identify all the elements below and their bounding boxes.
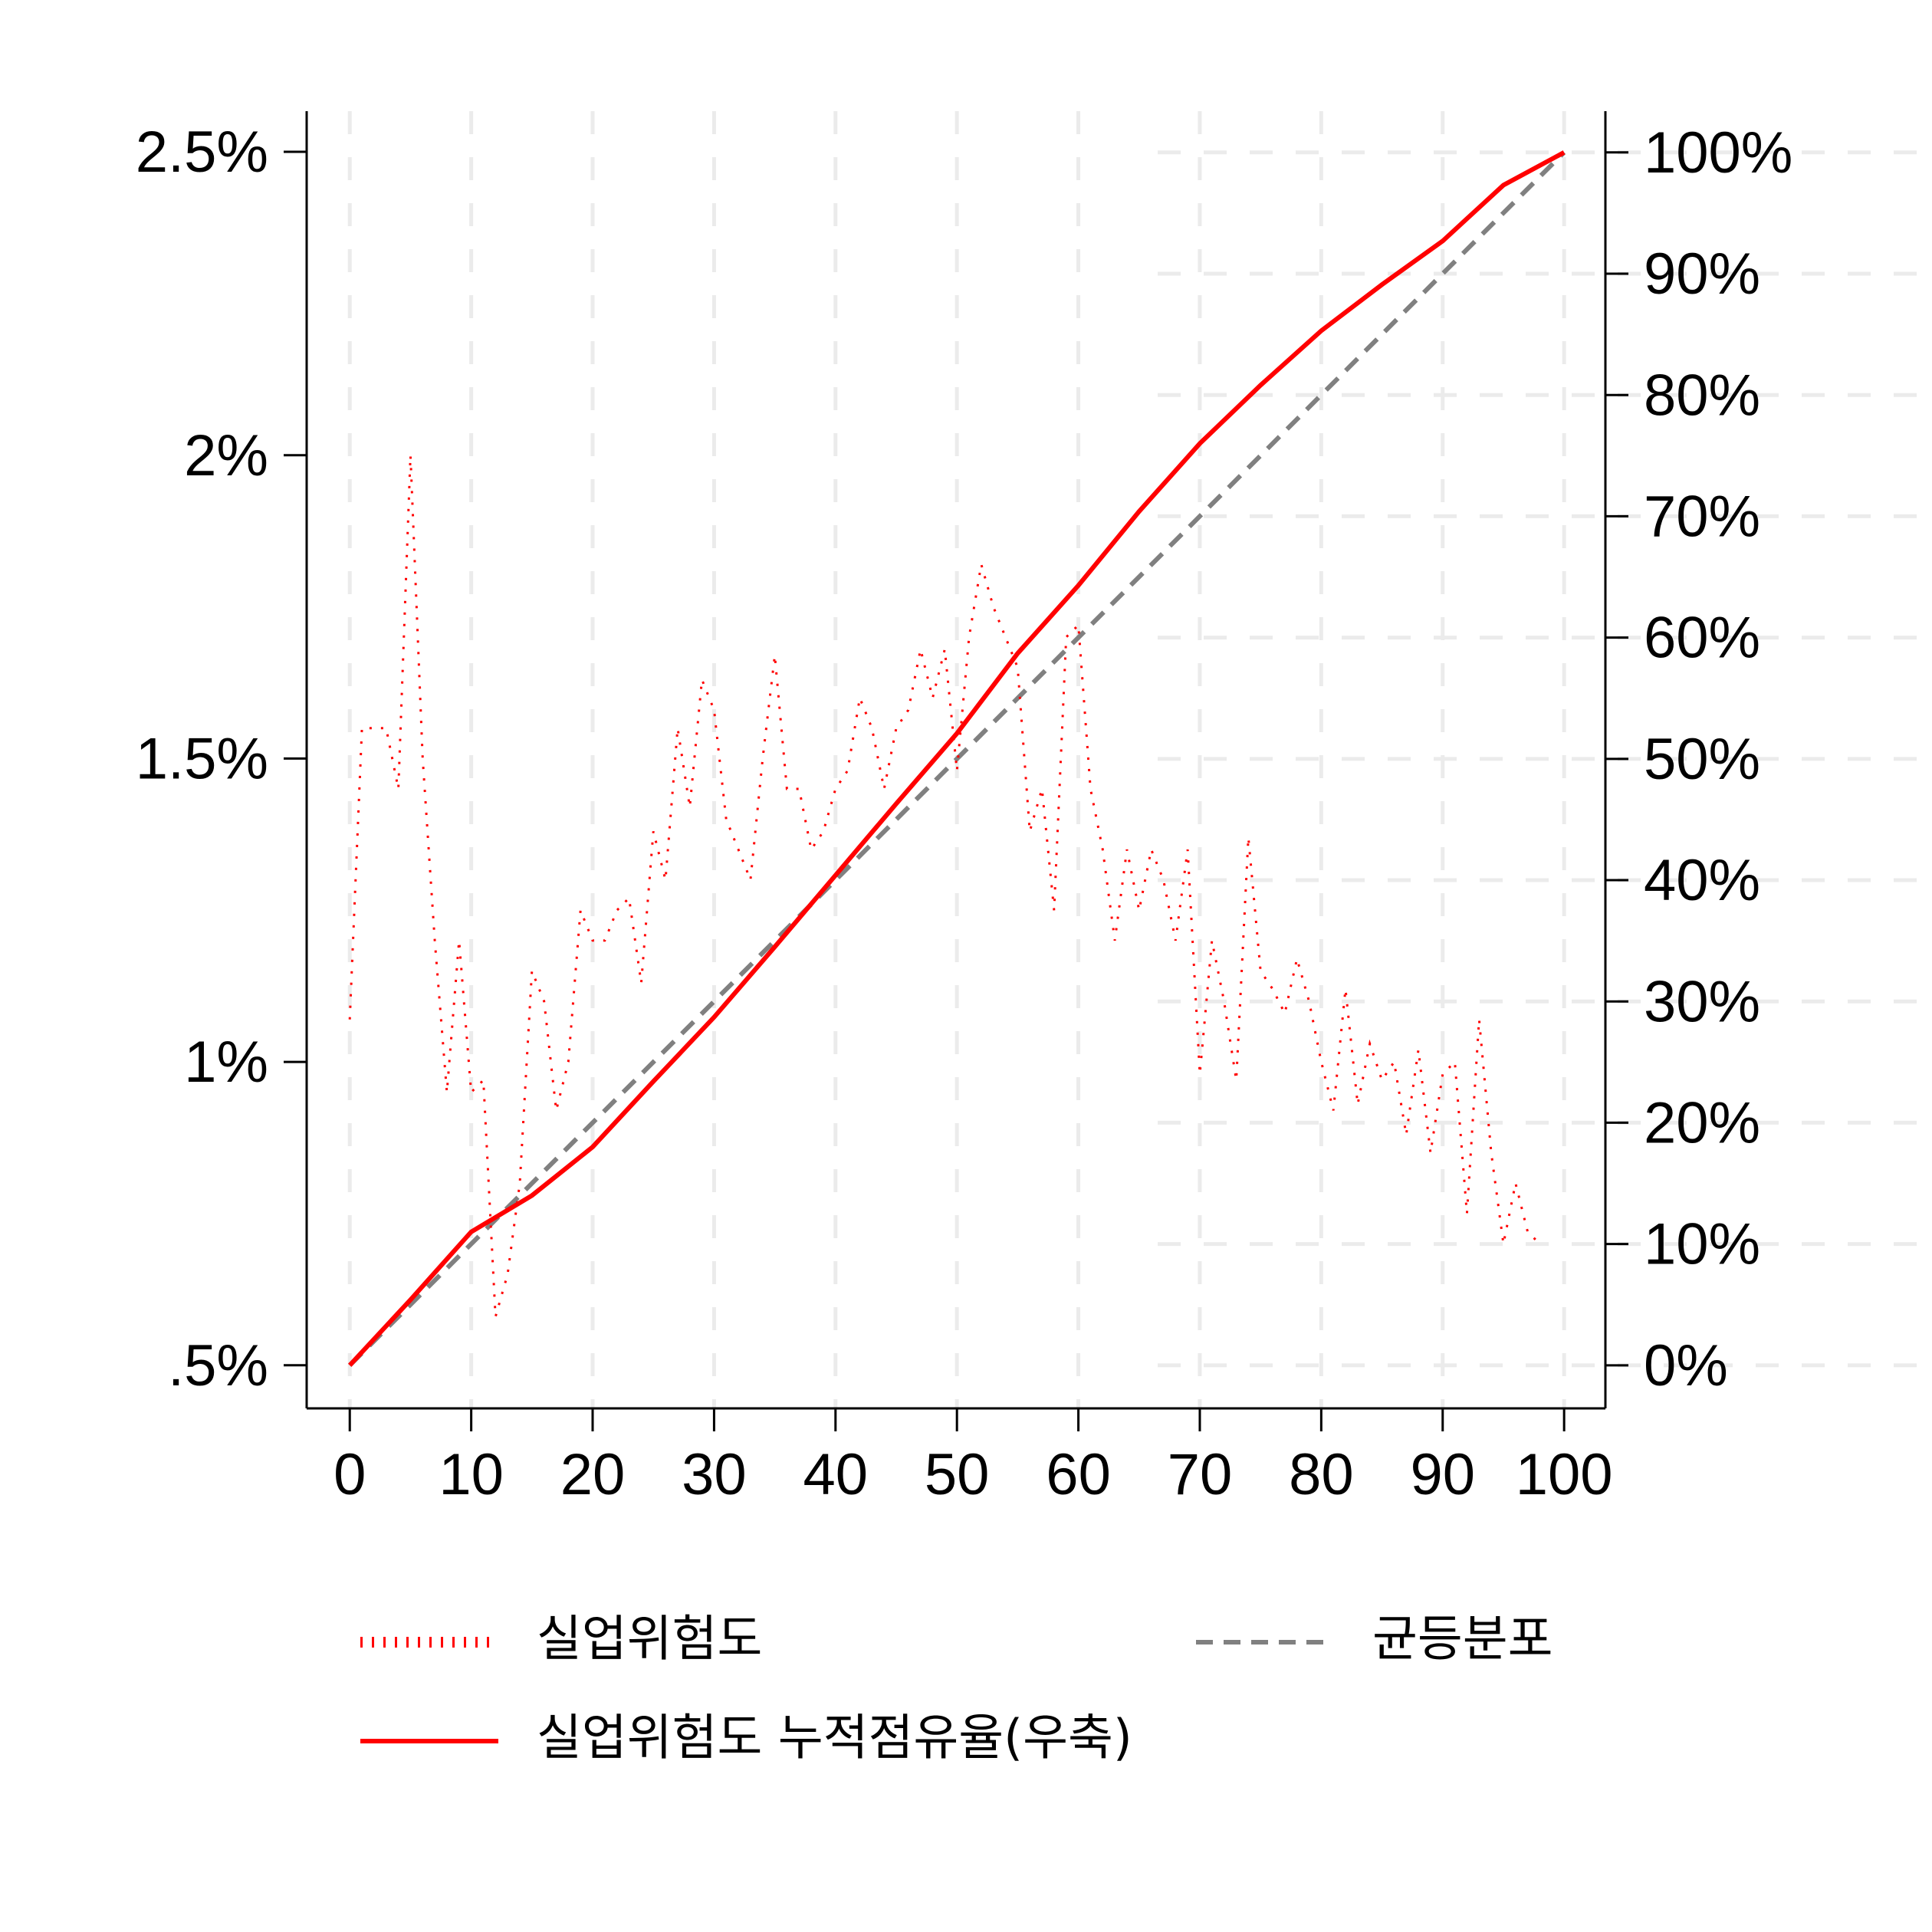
y2-tick-label: 90% [1644, 242, 1760, 307]
y2-tick-label: 70% [1644, 484, 1760, 549]
x-tick-label: 30 [682, 1442, 747, 1507]
y-tick-label: 1.5% [136, 726, 268, 791]
y-tick-label: 2.5% [136, 120, 268, 185]
y2-tick-label: 0% [1644, 1333, 1728, 1398]
legend-label: 균등분포 [1372, 1612, 1553, 1668]
y2-tick-label: 100% [1644, 120, 1792, 186]
x-tick-label: 100 [1516, 1442, 1613, 1507]
y-tick-label: 2% [184, 423, 268, 488]
x-tick-label: 70 [1168, 1442, 1233, 1507]
x-tick-label: 20 [560, 1442, 626, 1507]
x-tick-label: 50 [925, 1442, 990, 1507]
x-tick-label: 90 [1410, 1442, 1475, 1507]
data-line [348, 150, 1566, 1367]
x-tick-label: 80 [1289, 1442, 1354, 1507]
y2-tick-label: 60% [1644, 606, 1760, 671]
y-tick-label: 1% [184, 1030, 268, 1095]
y2-tick-label: 20% [1644, 1091, 1760, 1156]
y2-tick-label: 40% [1644, 848, 1760, 913]
x-tick-label: 60 [1046, 1442, 1111, 1507]
x-tick-label: 40 [803, 1442, 869, 1507]
y2-tick-label: 10% [1644, 1212, 1760, 1277]
y2-tick-label: 50% [1644, 727, 1760, 792]
x-tick-label: 10 [439, 1442, 504, 1507]
data-line [348, 455, 1541, 1317]
y-tick-label: .5% [168, 1333, 268, 1398]
data-line [348, 150, 1566, 1367]
y2-tick-label: 30% [1644, 969, 1760, 1034]
legend-label: 실업위험도 누적점유율(우축) [537, 1710, 1132, 1767]
legend-label: 실업위험도 [537, 1612, 762, 1668]
y2-tick-label: 80% [1644, 363, 1760, 428]
x-tick-label: 0 [334, 1442, 366, 1507]
